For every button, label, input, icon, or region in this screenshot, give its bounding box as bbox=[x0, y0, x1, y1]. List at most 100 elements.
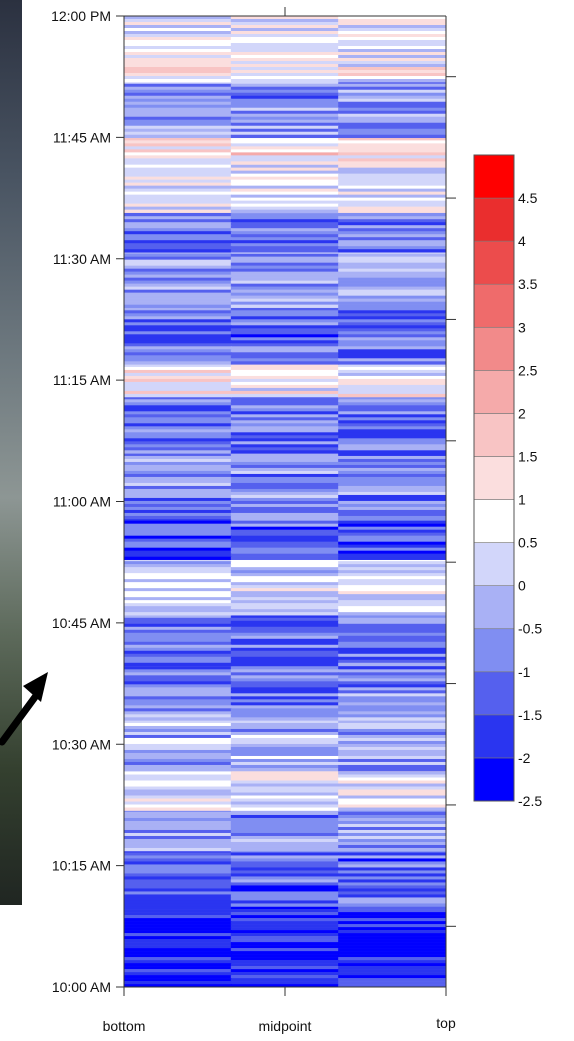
heatmap-cell bbox=[338, 817, 446, 822]
arrow-shaft bbox=[0, 689, 42, 746]
heatmap-cell bbox=[230, 231, 340, 235]
heatmap-cell bbox=[230, 984, 340, 987]
heatmap-cell bbox=[230, 755, 340, 760]
heatmap-cell bbox=[124, 876, 232, 880]
heatmap-cell bbox=[338, 203, 446, 207]
heatmap-cell bbox=[124, 70, 232, 74]
heatmap-cell bbox=[124, 702, 232, 706]
heatmap-cell bbox=[230, 322, 340, 326]
heatmap-cell bbox=[124, 792, 232, 796]
heatmap-cell bbox=[124, 372, 232, 377]
heatmap-cell bbox=[338, 669, 446, 673]
heatmap-cell bbox=[338, 737, 446, 742]
heatmap-cell bbox=[124, 567, 232, 571]
heatmap-cell bbox=[338, 807, 446, 811]
heatmap-cell bbox=[338, 758, 446, 763]
heatmap-cell bbox=[338, 918, 446, 922]
heatmap-cell bbox=[230, 503, 340, 508]
heatmap-cell bbox=[338, 301, 446, 305]
heatmap-cell bbox=[230, 304, 340, 308]
heatmap-cell bbox=[338, 268, 446, 272]
heatmap-cell bbox=[124, 304, 232, 308]
heatmap-cell bbox=[124, 767, 232, 772]
heatmap-cell bbox=[338, 304, 446, 308]
heatmap-cell bbox=[338, 349, 446, 353]
heatmap-cell bbox=[124, 491, 232, 496]
heatmap-band bbox=[124, 452, 446, 520]
heatmap-cell bbox=[124, 390, 232, 395]
heatmap-cell bbox=[124, 80, 232, 85]
heatmap-cell bbox=[230, 612, 340, 616]
heatmap-cell bbox=[230, 666, 340, 670]
heatmap-cell bbox=[124, 246, 232, 250]
heatmap-cell bbox=[230, 975, 340, 979]
heatmap-cell bbox=[338, 774, 446, 778]
heatmap-cell bbox=[338, 847, 446, 852]
heatmap-cell bbox=[230, 728, 340, 733]
heatmap-band bbox=[124, 906, 446, 987]
heatmap-cell bbox=[338, 337, 446, 341]
heatmap-cell bbox=[338, 556, 446, 560]
heatmap-cell bbox=[230, 110, 340, 115]
heatmap-cell bbox=[338, 378, 446, 383]
heatmap-cell bbox=[230, 820, 340, 825]
heatmap-cell bbox=[124, 464, 232, 469]
heatmap-cell bbox=[230, 125, 340, 130]
heatmap-band bbox=[124, 768, 446, 811]
heatmap-cell bbox=[338, 402, 446, 406]
heatmap-cell bbox=[124, 194, 232, 198]
heatmap-cell bbox=[230, 310, 340, 314]
heatmap-cell bbox=[124, 734, 232, 739]
heatmap-cell bbox=[338, 485, 446, 490]
heatmap-cell bbox=[124, 814, 232, 819]
heatmap-cell bbox=[338, 458, 446, 463]
heatmap-cell bbox=[124, 405, 232, 409]
heatmap-cell bbox=[124, 83, 232, 88]
heatmap-cell bbox=[124, 482, 232, 487]
heatmap-cell bbox=[124, 340, 232, 344]
heatmap-cell bbox=[124, 452, 232, 457]
heatmap-cell bbox=[338, 381, 446, 386]
colorbar-swatch bbox=[473, 757, 515, 802]
heatmap-cell bbox=[124, 659, 232, 664]
heatmap-cell bbox=[124, 128, 232, 133]
heatmap-cell bbox=[338, 567, 446, 571]
heatmap-band bbox=[124, 719, 446, 772]
heatmap-cell bbox=[124, 975, 232, 979]
heatmap-cell bbox=[124, 137, 232, 141]
heatmap-band bbox=[124, 558, 446, 616]
heatmap-cell bbox=[230, 83, 340, 88]
heatmap-cell bbox=[230, 363, 340, 368]
heatmap-cell bbox=[338, 517, 446, 521]
heatmap-cell bbox=[230, 262, 340, 266]
heatmap-cell bbox=[230, 777, 340, 781]
heatmap-cell bbox=[124, 479, 232, 484]
heatmap-cell bbox=[124, 49, 232, 53]
heatmap-cell bbox=[124, 564, 232, 568]
arrow-head bbox=[23, 672, 48, 702]
heatmap-cell bbox=[338, 343, 446, 347]
heatmap-cell bbox=[124, 506, 232, 511]
heatmap-cell bbox=[230, 146, 340, 150]
heatmap-cell bbox=[124, 237, 232, 241]
colorbar-tick-label: 1 bbox=[518, 492, 526, 508]
heatmap-cell bbox=[230, 352, 340, 356]
y-tick-label: 11:00 AM bbox=[53, 494, 111, 510]
heatmap-cell bbox=[124, 948, 232, 952]
heatmap-cell bbox=[230, 358, 340, 362]
heatmap-cell bbox=[338, 101, 446, 106]
heatmap-cell bbox=[338, 798, 446, 802]
heatmap-cell bbox=[230, 835, 340, 840]
heatmap-cell bbox=[230, 708, 340, 712]
heatmap-cell bbox=[338, 182, 446, 186]
heatmap-cell bbox=[338, 280, 446, 284]
heatmap-cell bbox=[124, 402, 232, 406]
heatmap-cell bbox=[338, 259, 446, 263]
heatmap-cell bbox=[338, 191, 446, 195]
heatmap-cell bbox=[124, 963, 232, 967]
heatmap-cell bbox=[230, 579, 340, 583]
heatmap-cell bbox=[230, 337, 340, 341]
heatmap-cell bbox=[338, 432, 446, 436]
heatmap-cell bbox=[338, 28, 446, 32]
heatmap-cell bbox=[230, 216, 340, 220]
